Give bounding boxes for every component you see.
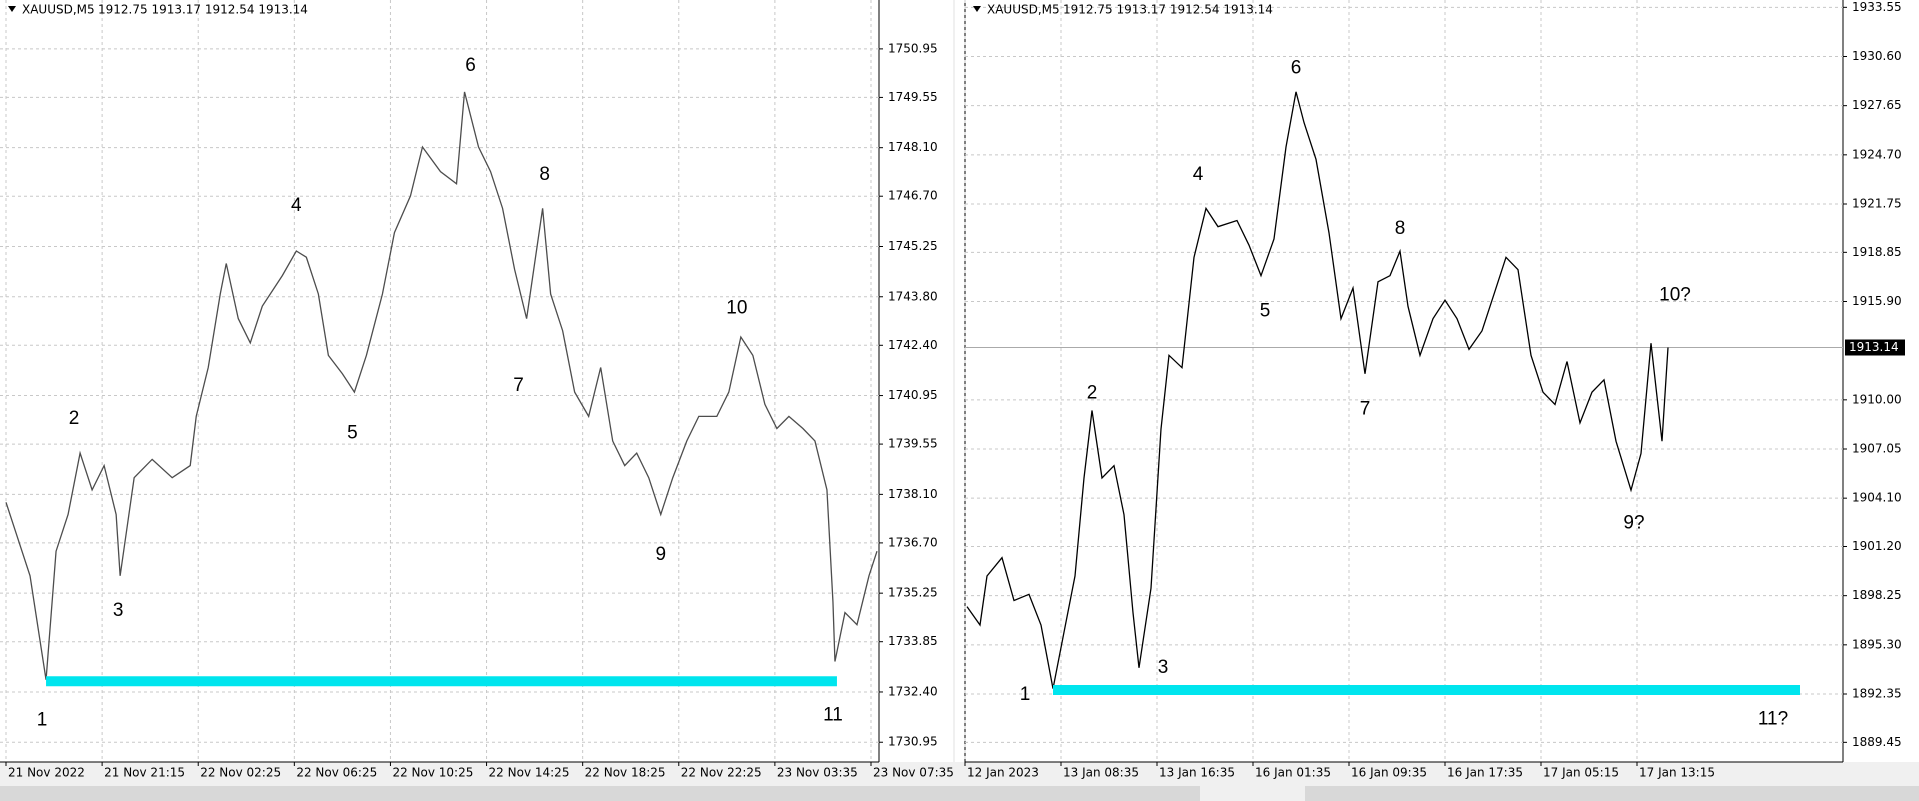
wave-label: 9 [655, 544, 666, 565]
price-line [5, 91, 878, 680]
y-tick-label: 1921.75 [1852, 197, 1902, 211]
x-tick-label: 22 Nov 02:25 [200, 766, 281, 780]
x-tick-label: 16 Jan 01:35 [1255, 766, 1331, 780]
y-tick-label: 1933.55 [1852, 0, 1902, 14]
wave-label: 7 [1360, 398, 1371, 419]
x-tick-label: 13 Jan 16:35 [1159, 766, 1235, 780]
y-tick-label: 1746.70 [888, 189, 938, 203]
y-tick-label: 1740.95 [888, 388, 938, 402]
ohlc-text: 1912.75 1913.17 1912.54 1913.14 [1063, 3, 1273, 17]
wave-label: 5 [1260, 300, 1271, 321]
last-price-label: 1913.14 [1849, 340, 1899, 354]
y-tick-label: 1892.35 [1852, 687, 1902, 701]
x-tick-label: 16 Jan 17:35 [1447, 766, 1523, 780]
y-tick-label: 1910.00 [1852, 392, 1902, 406]
x-tick-label: 22 Nov 10:25 [392, 766, 473, 780]
left-plot-bg [0, 0, 879, 762]
x-tick-label: 12 Jan 2023 [967, 766, 1039, 780]
wave-label: 2 [69, 408, 80, 429]
symbol-title: XAUUSD,M5 [22, 3, 95, 17]
y-tick-label: 1930.60 [1852, 49, 1902, 63]
y-tick-label: 1730.95 [888, 735, 938, 749]
y-tick-label: 1895.30 [1852, 637, 1902, 651]
wave-label: 8 [1395, 218, 1406, 239]
wave-label: 1 [37, 709, 48, 730]
ohlc-text: 1912.75 1913.17 1912.54 1913.14 [98, 3, 308, 17]
x-tick-label: 16 Jan 09:35 [1351, 766, 1427, 780]
last-price-badge [1845, 339, 1905, 356]
y-tick-label: 1733.85 [888, 634, 938, 648]
symbol-title: XAUUSD,M5 [987, 3, 1060, 17]
x-tick-label: 23 Nov 03:35 [777, 766, 858, 780]
y-tick-label: 1750.95 [888, 41, 938, 55]
wave-label: 3 [113, 600, 124, 621]
x-tick-label: 22 Nov 22:25 [681, 766, 762, 780]
y-tick-label: 1924.70 [1852, 147, 1902, 161]
y-tick-label: 1927.65 [1852, 98, 1902, 112]
wave-label: 7 [513, 375, 524, 396]
x-tick-label: 17 Jan 05:15 [1543, 766, 1619, 780]
x-tick-label: 22 Nov 14:25 [489, 766, 570, 780]
y-tick-label: 1918.85 [1852, 245, 1902, 259]
y-tick-label: 1901.20 [1852, 539, 1902, 553]
menu-triangle [8, 6, 16, 12]
y-tick-label: 1745.25 [888, 239, 938, 253]
wave-label: 1 [1020, 684, 1031, 705]
y-tick-label: 1743.80 [888, 289, 938, 303]
x-tick-label: 22 Nov 06:25 [296, 766, 377, 780]
wave-label: 3 [1158, 657, 1169, 678]
wave-label: 4 [291, 195, 302, 216]
x-tick-label: 17 Jan 13:15 [1639, 766, 1715, 780]
right-bg [955, 0, 1919, 762]
y-tick-label: 1742.40 [888, 338, 938, 352]
x-tick-label: 22 Nov 18:25 [585, 766, 666, 780]
y-tick-label: 1749.55 [888, 90, 938, 104]
wave-label: 11 [823, 705, 843, 726]
x-tick-label: 21 Nov 21:15 [104, 766, 185, 780]
y-tick-label: 1739.55 [888, 437, 938, 451]
y-tick-label: 1736.70 [888, 535, 938, 549]
wave-label: 4 [1193, 164, 1204, 185]
wave-label: 9? [1623, 512, 1644, 533]
y-tick-label: 1898.25 [1852, 588, 1902, 602]
wave-label: 2 [1087, 382, 1098, 403]
wave-label: 8 [539, 164, 550, 185]
y-tick-label: 1732.40 [888, 684, 938, 698]
wave-label: 10? [1659, 284, 1691, 305]
wave-label: 6 [465, 55, 476, 76]
y-tick-label: 1735.25 [888, 586, 938, 600]
wave-label: 11? [1758, 708, 1788, 729]
tab-strip [0, 786, 1200, 801]
x-tick-label: 21 Nov 2022 [8, 766, 85, 780]
y-tick-label: 1889.45 [1852, 735, 1902, 749]
y-tick-label: 1748.10 [888, 140, 938, 154]
y-tick-label: 1907.05 [1852, 442, 1902, 456]
x-tick-label: 13 Jan 08:35 [1063, 766, 1139, 780]
price-line [966, 91, 1669, 689]
x-tick-label: 23 Nov 07:35 [873, 766, 954, 780]
y-tick-label: 1738.10 [888, 487, 938, 501]
wave-label: 6 [1291, 58, 1302, 79]
y-tick-label: 1904.10 [1852, 491, 1902, 505]
y-tick-label: 1915.90 [1852, 294, 1902, 308]
wave-label: 5 [347, 423, 358, 444]
menu-triangle [973, 6, 981, 12]
left-axis-bg [879, 0, 953, 762]
wave-label: 10 [726, 298, 747, 319]
tab-strip-right [1305, 786, 1919, 801]
